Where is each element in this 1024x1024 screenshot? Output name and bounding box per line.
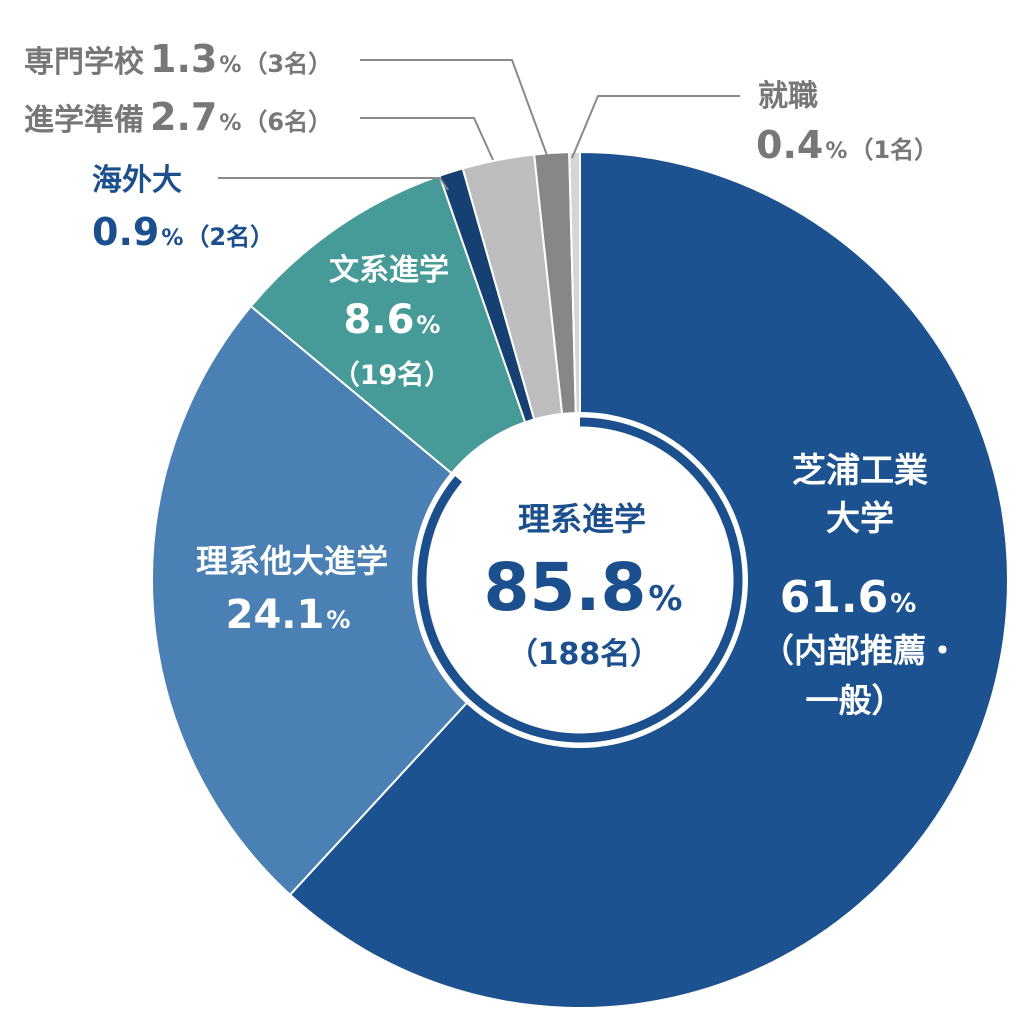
- rikei-ring-arc: [417, 417, 743, 743]
- value-rikei-other: 24.1%: [226, 592, 351, 638]
- count-bunkei: （19名）: [333, 359, 452, 391]
- label-shibaura-line1: 芝浦工業: [792, 451, 928, 491]
- label-junbi: 進学準備 2.7%（6名）: [24, 95, 332, 139]
- center-hole: [412, 412, 748, 748]
- label-kaigai: 海外大: [92, 163, 182, 198]
- label-bunkei: 文系進学: [329, 253, 449, 288]
- leader-line-kaigai: [218, 177, 449, 191]
- value-kaigai: 0.9%（2名）: [92, 210, 274, 254]
- value-bunkei: 8.6%: [344, 297, 441, 343]
- value-shushoku: 0.4%（1名）: [756, 123, 938, 167]
- label-shibaura-line2: 大学: [826, 499, 894, 539]
- leader-line-junbi: [360, 117, 494, 161]
- center-value: 85.8%: [484, 549, 683, 626]
- note-shibaura-line2: 一般）: [806, 681, 905, 720]
- leader-line-shushoku: [571, 95, 740, 159]
- center-count: （188名）: [508, 637, 661, 672]
- note-shibaura-line1: （内部推薦・: [761, 631, 959, 670]
- center-label: 理系進学: [518, 500, 646, 538]
- label-shushoku: 就職: [758, 79, 818, 114]
- leader-line-senmon: [360, 59, 549, 159]
- label-senmon: 専門学校 1.3%（3名）: [24, 37, 332, 81]
- value-shibaura: 61.6%: [780, 572, 917, 623]
- label-rikei-other: 理系他大進学: [196, 542, 388, 580]
- leader-lines: [218, 59, 740, 191]
- pie-slice-rikei-other: [151, 304, 582, 897]
